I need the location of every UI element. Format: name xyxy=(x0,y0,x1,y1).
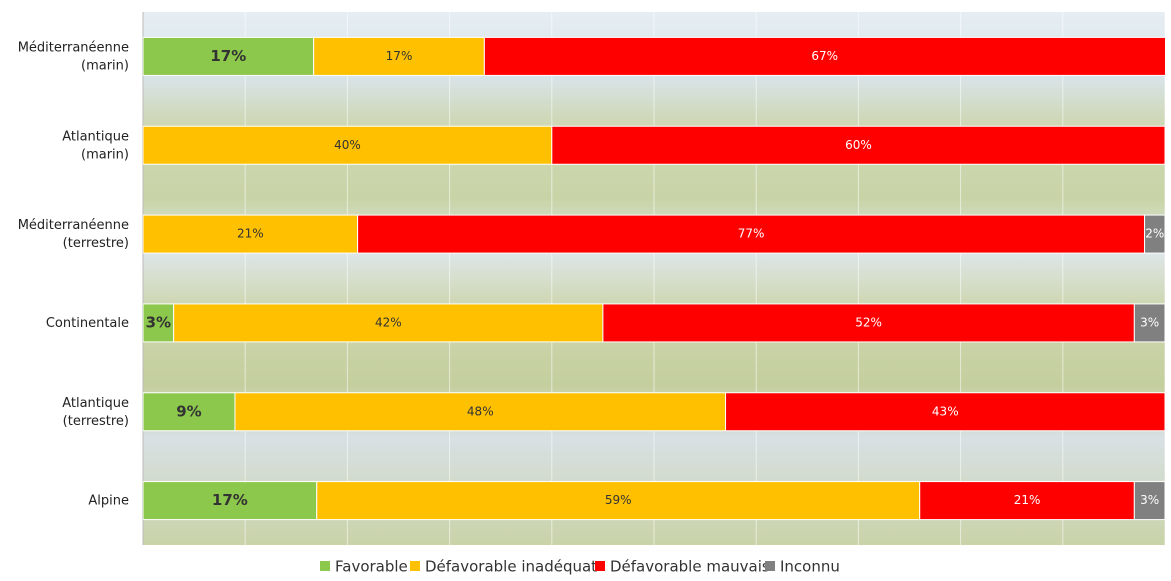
legend-swatch xyxy=(410,561,420,571)
bar-segment xyxy=(602,303,1135,343)
category-line: (terrestre) xyxy=(63,236,129,251)
bar-segment xyxy=(919,481,1135,521)
value-label: 77% xyxy=(738,227,765,241)
legend-swatch xyxy=(765,561,775,571)
category-line: Atlantique xyxy=(62,129,129,144)
value-label: 3% xyxy=(1140,493,1159,507)
bar-segment xyxy=(143,481,318,521)
bar-segment xyxy=(313,36,485,76)
value-label: 52% xyxy=(855,315,882,329)
bar-segment xyxy=(725,392,1165,432)
value-label: 67% xyxy=(811,49,838,63)
legend-label: Favorable xyxy=(335,558,408,576)
category-label: Continentale xyxy=(46,315,129,330)
bar-segment xyxy=(357,214,1146,254)
category-line: Continentale xyxy=(46,315,129,330)
legend-label: Défavorable inadéquat xyxy=(425,558,597,576)
category-label: Méditerranéenne (terrestre) xyxy=(18,218,129,251)
bar-segment xyxy=(143,214,359,254)
legend-label: Défavorable mauvais xyxy=(610,558,770,576)
legend-swatch xyxy=(320,561,330,571)
bar-segment xyxy=(234,392,727,432)
labels: Méditerranéenne (marin) 17% 17% 67% Atlantiqu… xyxy=(18,40,1165,576)
value-label: 3% xyxy=(146,313,171,331)
category-label: Atlantique (marin) xyxy=(62,129,129,162)
category-line: Alpine xyxy=(88,493,129,508)
bar-segment xyxy=(551,125,1165,165)
category-label: Atlantique (terrestre) xyxy=(62,395,129,428)
category-line: Atlantique xyxy=(62,395,129,410)
legend-swatch xyxy=(595,561,605,571)
bars xyxy=(143,36,1165,521)
value-label: 60% xyxy=(845,138,872,152)
category-label: Méditerranéenne (marin) xyxy=(18,40,129,73)
value-label: 2% xyxy=(1145,227,1164,241)
value-label: 3% xyxy=(1140,315,1159,329)
bar-segment xyxy=(483,36,1165,76)
value-label: 43% xyxy=(932,404,959,418)
value-label: 17% xyxy=(210,47,246,65)
value-label: 17% xyxy=(212,491,248,509)
grid xyxy=(142,12,1166,545)
value-label: 21% xyxy=(237,227,264,241)
category-line: Méditerranéenne xyxy=(18,218,129,233)
category-line: (terrestre) xyxy=(63,413,129,428)
bar-segment xyxy=(173,303,604,343)
value-label: 59% xyxy=(605,493,632,507)
bar-segment xyxy=(1133,303,1165,343)
value-label: 21% xyxy=(1014,493,1041,507)
value-label: 17% xyxy=(386,49,413,63)
category-line: (marin) xyxy=(81,147,129,162)
bar-segment xyxy=(143,392,236,432)
category-line: Méditerranéenne xyxy=(18,40,129,55)
value-label: 48% xyxy=(467,404,494,418)
category-line: (marin) xyxy=(81,58,129,73)
value-label: 42% xyxy=(375,315,402,329)
bar-segment xyxy=(1133,481,1165,521)
bar-segment xyxy=(1144,214,1165,254)
legend-label: Inconnu xyxy=(780,558,840,576)
value-label: 40% xyxy=(334,138,361,152)
category-label: Alpine xyxy=(88,493,129,508)
value-label: 9% xyxy=(176,402,201,420)
